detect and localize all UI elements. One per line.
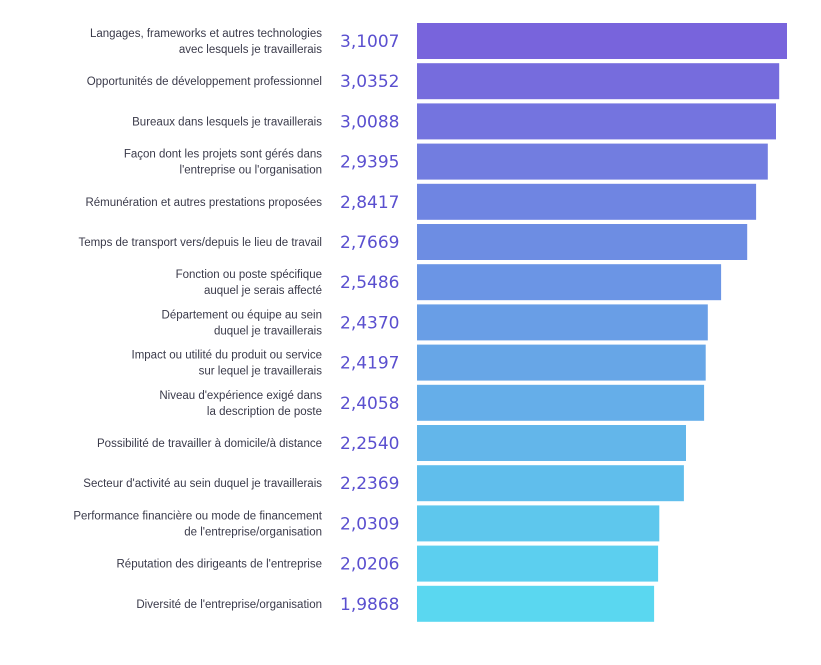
category-label: duquel je travaillerais xyxy=(214,325,322,337)
bar xyxy=(417,344,706,381)
data-label: 2,4058 xyxy=(340,394,399,414)
data-label: 2,4197 xyxy=(340,354,399,374)
data-label: 3,0088 xyxy=(340,112,399,132)
category-label: Rémunération et autres prestations propo… xyxy=(85,197,322,209)
bar xyxy=(417,425,686,461)
bar xyxy=(417,183,757,220)
category-label: Secteur d'activité au sein duquel je tra… xyxy=(83,478,322,490)
category-label: avec lesquels je travaillerais xyxy=(179,44,322,56)
data-label: 2,9395 xyxy=(340,153,399,173)
category-label: sur lequel je travaillerais xyxy=(199,366,323,378)
data-label: 1,9868 xyxy=(340,595,399,615)
bar xyxy=(417,143,768,180)
category-label: Niveau d'expérience exigé dans xyxy=(159,390,322,402)
bar xyxy=(417,23,787,59)
category-label: Performance financière ou mode de financ… xyxy=(73,510,322,522)
bar xyxy=(417,63,780,100)
category-label: Bureaux dans lesquels je travaillerais xyxy=(132,116,322,128)
data-label: 3,0352 xyxy=(340,72,399,92)
bar xyxy=(417,264,722,301)
bar xyxy=(417,103,776,140)
bar xyxy=(417,304,708,341)
bar xyxy=(417,224,748,260)
category-label: Réputation des dirigeants de l'entrepris… xyxy=(117,559,323,571)
data-label: 3,1007 xyxy=(340,32,399,52)
bar xyxy=(417,465,684,502)
category-label: de l'entreprise/organisation xyxy=(184,526,322,538)
data-label: 2,2540 xyxy=(340,434,399,454)
bar xyxy=(417,585,655,622)
data-label: 2,7669 xyxy=(340,233,399,253)
category-label: Façon dont les projets sont gérés dans xyxy=(124,149,322,161)
category-label: Département ou équipe au sein xyxy=(162,309,322,321)
data-label: 2,0309 xyxy=(340,514,399,534)
bar xyxy=(417,505,660,542)
bar xyxy=(417,545,659,582)
category-label: la description de poste xyxy=(207,406,322,418)
data-label: 2,2369 xyxy=(340,474,399,494)
category-label: l'entreprise ou l'organisation xyxy=(180,165,322,177)
category-label: Possibilité de travailler à domicile/à d… xyxy=(97,438,322,450)
data-label: 2,4370 xyxy=(340,313,399,333)
category-label: Diversité de l'entreprise/organisation xyxy=(136,599,322,611)
bar xyxy=(417,384,705,421)
data-label: 2,0206 xyxy=(340,555,399,575)
category-label: Langages, frameworks et autres technolog… xyxy=(90,28,322,40)
data-label: 2,8417 xyxy=(340,193,399,213)
category-label: Opportunités de développement profession… xyxy=(87,76,322,88)
category-label: Fonction ou poste spécifique xyxy=(176,269,322,281)
data-label: 2,5486 xyxy=(340,273,399,293)
category-label: Impact ou utilité du produit ou service xyxy=(132,350,323,362)
category-label: auquel je serais affecté xyxy=(204,285,322,297)
category-label: Temps de transport vers/depuis le lieu d… xyxy=(78,237,322,249)
